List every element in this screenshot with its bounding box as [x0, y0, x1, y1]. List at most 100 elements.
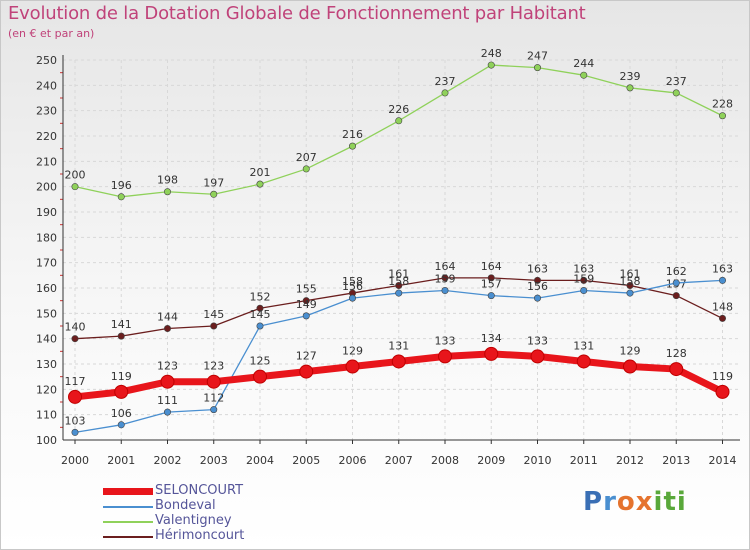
data-label: 103 — [65, 414, 86, 427]
data-point — [210, 406, 218, 414]
data-point — [533, 64, 541, 72]
data-label: 117 — [65, 375, 86, 388]
data-point — [580, 287, 588, 295]
data-label: 119 — [111, 370, 132, 383]
data-point — [164, 408, 172, 416]
y-tick-label: 160 — [36, 282, 57, 295]
x-tick-label: 2014 — [709, 454, 737, 467]
data-label: 247 — [527, 50, 548, 63]
data-label: 141 — [111, 318, 132, 331]
data-point — [256, 304, 264, 312]
data-label: 111 — [157, 394, 178, 407]
data-point — [164, 325, 172, 333]
data-label: 112 — [203, 392, 224, 405]
data-label: 152 — [250, 290, 271, 303]
legend-label: Hérimoncourt — [155, 528, 245, 543]
data-label: 161 — [620, 267, 641, 280]
data-label: 237 — [435, 75, 456, 88]
data-label: 131 — [573, 339, 594, 352]
data-label: 156 — [527, 280, 548, 293]
data-point — [395, 289, 403, 297]
x-tick-label: 2008 — [431, 454, 459, 467]
data-label: 248 — [481, 47, 502, 60]
x-tick-label: 2012 — [616, 454, 644, 467]
data-point — [441, 89, 449, 97]
data-point — [718, 112, 726, 120]
data-point — [718, 276, 726, 284]
x-tick-label: 2013 — [662, 454, 690, 467]
data-label: 149 — [296, 298, 317, 311]
data-point — [302, 165, 310, 173]
y-tick-label: 210 — [36, 155, 57, 168]
logo-letter: t — [663, 487, 677, 517]
x-tick-label: 2011 — [570, 454, 598, 467]
data-point — [626, 281, 634, 289]
data-point — [438, 349, 452, 364]
data-point — [626, 289, 634, 297]
data-point — [441, 274, 449, 282]
data-point — [487, 274, 495, 282]
data-label: 158 — [620, 275, 641, 288]
y-tick-label: 110 — [36, 409, 57, 422]
data-point — [715, 384, 730, 399]
data-label: 197 — [203, 176, 224, 189]
data-point — [580, 71, 588, 79]
data-point — [210, 190, 218, 198]
logo-letter: x — [635, 487, 654, 517]
data-label: 145 — [250, 308, 271, 321]
data-label: 164 — [481, 260, 502, 273]
data-point — [71, 335, 79, 343]
y-tick-label: 180 — [36, 231, 57, 244]
data-label: 163 — [573, 262, 594, 275]
data-point — [117, 421, 125, 429]
legend-label: SELONCOURT — [155, 483, 244, 498]
data-point — [253, 369, 267, 384]
data-point — [395, 281, 403, 289]
data-label: 198 — [157, 174, 178, 187]
y-tick-label: 140 — [36, 333, 57, 346]
data-point — [348, 294, 356, 302]
data-label: 158 — [388, 275, 409, 288]
data-point — [672, 279, 680, 287]
data-point — [391, 354, 406, 369]
data-point — [256, 180, 264, 188]
data-point — [487, 292, 495, 300]
data-label: 140 — [65, 321, 86, 334]
legend-swatch — [103, 521, 153, 523]
logo-letter: i — [676, 487, 687, 517]
x-tick-label: 2007 — [385, 454, 413, 467]
data-label: 226 — [388, 103, 409, 116]
y-tick-label: 190 — [36, 206, 57, 219]
data-label: 129 — [342, 345, 363, 358]
chart-title: Evolution de la Dotation Globale de Fonc… — [8, 3, 586, 24]
data-label: 123 — [157, 360, 178, 373]
data-point — [302, 312, 310, 320]
legend-swatch — [103, 536, 153, 538]
legend-swatch — [103, 488, 153, 495]
data-label: 129 — [620, 345, 641, 358]
data-point — [210, 322, 218, 330]
y-tick-label: 250 — [36, 54, 57, 67]
data-label: 156 — [342, 280, 363, 293]
data-point — [71, 183, 79, 191]
data-label: 161 — [388, 267, 409, 280]
data-point — [530, 349, 545, 364]
data-point — [487, 61, 495, 69]
data-point — [302, 297, 310, 305]
data-point — [160, 374, 175, 389]
x-tick-label: 2005 — [292, 454, 320, 467]
data-point — [533, 276, 541, 284]
y-tick-label: 150 — [36, 307, 57, 320]
data-label: 164 — [435, 260, 456, 273]
data-label: 148 — [712, 300, 733, 313]
data-point — [345, 359, 360, 374]
data-label: 216 — [342, 128, 363, 141]
data-point — [71, 428, 79, 436]
data-label: 157 — [481, 278, 502, 291]
data-label: 159 — [435, 273, 456, 286]
data-point — [395, 117, 403, 125]
y-tick-label: 240 — [36, 79, 57, 92]
logo-letter: P — [583, 487, 604, 517]
